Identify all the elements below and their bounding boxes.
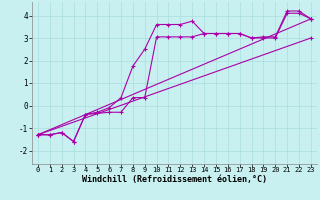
- X-axis label: Windchill (Refroidissement éolien,°C): Windchill (Refroidissement éolien,°C): [82, 175, 267, 184]
